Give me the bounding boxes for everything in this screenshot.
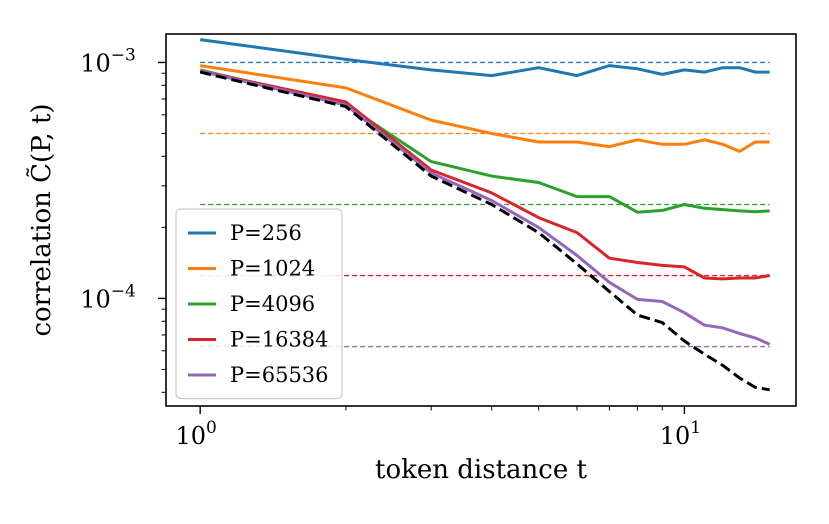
series-line-4 (199, 69, 770, 281)
legend-label-1: P=256 (230, 221, 302, 245)
x-axis-ticks: 100 101 (175, 406, 701, 450)
x-axis-label: token distance t (375, 455, 587, 485)
y-tick-label-2: 10−3 (80, 45, 136, 77)
plot-frame (165, 33, 797, 407)
reference-path (199, 70, 770, 392)
legend-label-2: P=1024 (230, 257, 315, 281)
series-line-5 (199, 69, 771, 346)
legend-label-5: P=65536 (230, 363, 329, 387)
y-axis-ticks: 10−4 10−3 (80, 45, 166, 393)
legend-label-4: P=16384 (230, 328, 329, 352)
series-line-3 (199, 68, 770, 214)
series-lines (199, 38, 771, 346)
reference-line (199, 70, 770, 392)
y-tick-label-1: 10−4 (80, 281, 136, 313)
series-line-1 (199, 38, 770, 78)
x-tick-label-1: 100 (175, 418, 216, 450)
legend: P=256 P=1024 P=4096 P=16384 P=65536 (175, 208, 343, 400)
series-line-2 (199, 64, 770, 153)
x-tick-label-2: 101 (660, 418, 701, 450)
legend-box (175, 208, 343, 400)
legend-label-3: P=4096 (230, 292, 315, 316)
y-axis-label: correlation C̃(P, t) (26, 103, 57, 336)
